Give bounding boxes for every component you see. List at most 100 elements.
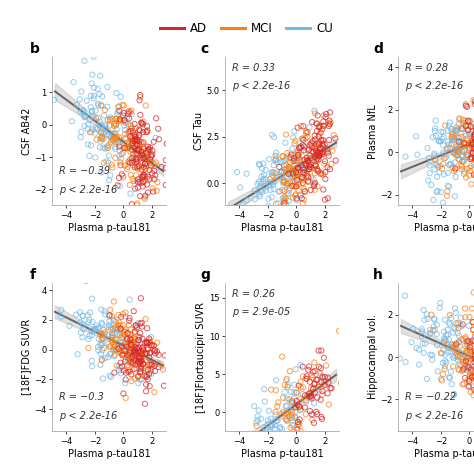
Point (462, 353, 470, 361)
Point (139, 128, 147, 136)
Point (90, 92, 98, 100)
Point (465, 322, 473, 329)
Point (326, 165, 334, 173)
Point (459, 381, 466, 388)
Point (137, 361, 145, 368)
Point (264, 202, 272, 210)
Point (294, 151, 302, 159)
Point (115, 322, 123, 330)
Point (144, 152, 151, 160)
Point (133, 137, 140, 145)
Point (288, 422, 296, 429)
Point (113, 346, 120, 354)
Point (436, 168, 443, 176)
Point (161, 352, 169, 359)
Point (424, 144, 431, 152)
Point (312, 162, 319, 170)
Point (253, 422, 261, 429)
Point (126, 351, 134, 359)
Point (147, 333, 155, 341)
Point (463, 366, 471, 374)
Point (453, 340, 460, 348)
Point (107, 325, 115, 333)
Point (110, 120, 118, 128)
Point (128, 339, 136, 346)
Point (306, 141, 313, 149)
Point (301, 143, 308, 150)
Point (458, 147, 466, 155)
Point (96, 91, 103, 98)
Point (466, 372, 474, 380)
Point (293, 176, 301, 184)
Point (96, 122, 103, 129)
Point (460, 346, 467, 353)
Point (136, 354, 143, 361)
Point (104, 354, 112, 361)
Point (312, 119, 320, 127)
Point (461, 364, 469, 371)
Point (103, 143, 110, 150)
Point (298, 135, 306, 143)
Point (137, 329, 144, 337)
Point (296, 416, 303, 423)
Point (302, 170, 310, 177)
Point (136, 137, 143, 145)
Point (472, 365, 474, 372)
Point (315, 131, 323, 138)
Point (271, 425, 279, 432)
Point (419, 340, 426, 347)
Point (294, 419, 301, 426)
Point (440, 338, 448, 346)
Point (297, 361, 304, 369)
Point (282, 410, 290, 417)
Point (302, 410, 310, 418)
Point (303, 162, 310, 170)
Point (463, 136, 471, 144)
Point (326, 117, 333, 124)
Point (293, 156, 301, 164)
Point (107, 323, 114, 331)
Point (133, 155, 141, 162)
Point (84, 125, 92, 133)
Point (133, 135, 140, 143)
Point (468, 141, 474, 148)
Point (472, 137, 474, 145)
Point (110, 298, 118, 305)
Point (302, 128, 310, 135)
Point (467, 123, 474, 131)
Point (304, 133, 311, 141)
Point (307, 392, 315, 399)
Point (108, 136, 116, 144)
Point (98, 128, 105, 136)
Point (126, 181, 134, 189)
Point (77, 128, 85, 136)
Point (114, 339, 122, 347)
Point (465, 346, 473, 354)
Point (116, 143, 123, 150)
Point (137, 93, 144, 101)
Point (264, 420, 272, 428)
Point (299, 179, 307, 187)
Point (84, 311, 91, 319)
Point (471, 136, 474, 143)
Point (433, 188, 440, 196)
Point (279, 179, 287, 187)
Point (461, 305, 469, 312)
Point (131, 137, 138, 145)
Point (116, 348, 123, 356)
Point (309, 164, 316, 172)
Point (315, 156, 322, 164)
Point (288, 441, 296, 448)
Point (255, 191, 263, 199)
Point (291, 173, 298, 181)
Point (139, 120, 147, 128)
Point (319, 148, 326, 156)
Point (464, 153, 471, 161)
Point (467, 162, 474, 170)
Point (132, 322, 139, 329)
Point (318, 137, 325, 144)
Point (142, 373, 149, 380)
Point (450, 390, 458, 398)
Point (150, 160, 157, 168)
Point (311, 161, 319, 169)
